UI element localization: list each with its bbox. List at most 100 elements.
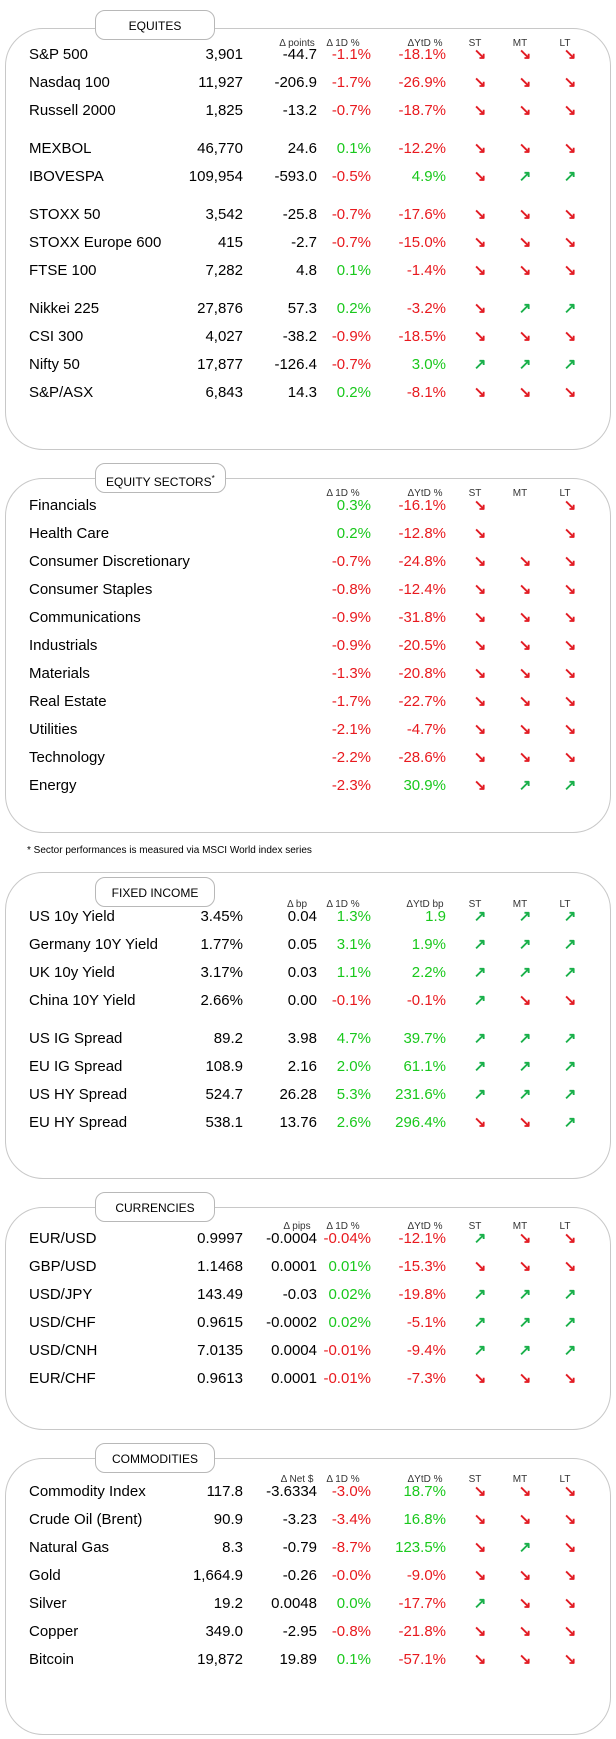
commodities-panel <box>5 1458 611 1735</box>
arrow-up-right-icon: ↗ <box>518 908 532 925</box>
table-row: CSI 300 4,027 -38.2 -0.9% -18.5% ↘ ↘ ↘ <box>5 323 611 351</box>
instrument-name: Natural Gas <box>29 1539 110 1556</box>
change-value: -0.0002 <box>266 1314 317 1331</box>
arrow-up-right-icon: ↗ <box>563 1114 577 1131</box>
change-ytd: -17.7% <box>398 1595 446 1612</box>
arrow-down-right-icon: ↘ <box>563 992 577 1009</box>
arrow-up-right-icon: ↗ <box>518 936 532 953</box>
instrument-name: USD/CHF <box>29 1314 96 1331</box>
arrow-up-right-icon: ↗ <box>563 356 577 373</box>
instrument-name: STOXX 50 <box>29 206 101 223</box>
table-row: Bitcoin 19,872 19.89 0.1% -57.1% ↘ ↘ ↘ <box>5 1646 611 1674</box>
arrow-down-right-icon: ↘ <box>563 1539 577 1556</box>
arrow-up-right-icon: ↗ <box>518 1286 532 1303</box>
change-1d-percent: 0.1% <box>336 262 371 279</box>
arrow-up-right-icon: ↗ <box>473 1086 487 1103</box>
instrument-name: Germany 10Y Yield <box>29 936 158 953</box>
arrow-down-right-icon: ↘ <box>518 1258 532 1275</box>
column-header-v2: Δ Net $ <box>280 1474 314 1485</box>
change-value: 19.89 <box>279 1651 317 1668</box>
arrow-down-right-icon: ↘ <box>563 1230 577 1247</box>
last-value: 8.3 <box>222 1539 243 1556</box>
last-value: 1.77% <box>200 936 243 953</box>
arrow-down-right-icon: ↘ <box>473 1623 487 1640</box>
arrow-down-right-icon: ↘ <box>518 721 532 738</box>
instrument-name: Silver <box>29 1595 67 1612</box>
table-row: US IG Spread 89.2 3.98 4.7% 39.7% ↗ ↗ ↗ <box>5 1025 611 1053</box>
last-value: 17,877 <box>197 356 243 373</box>
change-1d-percent: 1.1% <box>336 964 371 981</box>
equites-panel <box>5 28 611 450</box>
change-1d-percent: -0.7% <box>331 356 371 373</box>
instrument-name: EUR/CHF <box>29 1370 96 1387</box>
column-header-v2: Δ points <box>279 38 315 49</box>
column-header-d1: Δ 1D % <box>326 899 360 910</box>
arrow-down-right-icon: ↘ <box>518 74 532 91</box>
last-value: 3,542 <box>205 206 243 223</box>
change-value: 0.0004 <box>271 1342 317 1359</box>
last-value: 4,027 <box>205 328 243 345</box>
arrow-down-right-icon: ↘ <box>563 1651 577 1668</box>
change-value: -25.8 <box>282 206 317 223</box>
change-ytd: 4.9% <box>411 168 446 185</box>
arrow-down-right-icon: ↘ <box>518 328 532 345</box>
change-value: -593.0 <box>274 168 317 185</box>
instrument-name: Energy <box>29 777 77 794</box>
change-ytd: -9.4% <box>406 1342 446 1359</box>
arrow-down-right-icon: ↘ <box>518 206 532 223</box>
change-1d-percent: -0.01% <box>323 1342 371 1359</box>
instrument-name: Russell 2000 <box>29 102 116 119</box>
last-value: 19.2 <box>213 1595 243 1612</box>
table-row: Health Care 0.2% -12.8% ↘ ↘ <box>5 520 611 548</box>
arrow-down-right-icon: ↘ <box>563 46 577 63</box>
last-value: 3.45% <box>200 908 243 925</box>
change-1d-percent: -0.0% <box>331 1567 371 1584</box>
last-value: 1,825 <box>205 102 243 119</box>
change-ytd: -28.6% <box>398 749 446 766</box>
change-ytd: -17.6% <box>398 206 446 223</box>
column-header-d1: Δ 1D % <box>326 38 360 49</box>
arrow-up-right-icon: ↗ <box>518 1539 532 1556</box>
change-1d-percent: 5.3% <box>336 1086 371 1103</box>
arrow-down-right-icon: ↘ <box>563 74 577 91</box>
section-title-text: COMMODITIES <box>112 1452 198 1466</box>
change-ytd: -15.0% <box>398 234 446 251</box>
arrow-up-right-icon: ↗ <box>473 908 487 925</box>
arrow-down-right-icon: ↘ <box>518 1370 532 1387</box>
change-ytd: -20.5% <box>398 637 446 654</box>
instrument-name: Nifty 50 <box>29 356 80 373</box>
change-ytd: -12.2% <box>398 140 446 157</box>
arrow-up-right-icon: ↗ <box>563 300 577 317</box>
arrow-up-right-icon: ↗ <box>563 777 577 794</box>
change-1d-percent: 0.3% <box>336 497 371 514</box>
table-row: Commodity Index 117.8 -3.6334 -3.0% 18.7% ↘ ↘ ↘ <box>5 1478 611 1506</box>
change-value: 0.0001 <box>271 1258 317 1275</box>
arrow-up-right-icon: ↗ <box>473 936 487 953</box>
change-ytd: -24.8% <box>398 553 446 570</box>
change-ytd: -21.8% <box>398 1623 446 1640</box>
arrow-down-right-icon: ↘ <box>473 1567 487 1584</box>
column-header-lt: LT <box>559 1221 571 1232</box>
arrow-down-right-icon: ↘ <box>473 234 487 251</box>
instrument-name: Technology <box>29 749 105 766</box>
arrow-down-right-icon: ↘ <box>563 384 577 401</box>
last-value: 6,843 <box>205 384 243 401</box>
change-ytd: -4.7% <box>406 721 446 738</box>
table-row: Consumer Staples -0.8% -12.4% ↘ ↘ ↘ <box>5 576 611 604</box>
arrow-down-right-icon: ↘ <box>473 497 487 514</box>
change-ytd: -26.9% <box>398 74 446 91</box>
change-value: -0.0004 <box>266 1230 317 1247</box>
arrow-down-right-icon: ↘ <box>563 1511 577 1528</box>
last-value: 90.9 <box>213 1511 243 1528</box>
change-value: 0.04 <box>287 908 317 925</box>
change-ytd: 39.7% <box>403 1030 446 1047</box>
arrow-down-right-icon: ↘ <box>518 1651 532 1668</box>
arrow-down-right-icon: ↘ <box>563 1370 577 1387</box>
arrow-up-right-icon: ↗ <box>563 1314 577 1331</box>
change-value: 3.98 <box>287 1030 317 1047</box>
arrow-up-right-icon: ↗ <box>563 168 577 185</box>
change-ytd: 296.4% <box>395 1114 446 1131</box>
arrow-down-right-icon: ↘ <box>563 206 577 223</box>
arrow-down-right-icon: ↘ <box>473 665 487 682</box>
arrow-up-right-icon: ↗ <box>518 777 532 794</box>
